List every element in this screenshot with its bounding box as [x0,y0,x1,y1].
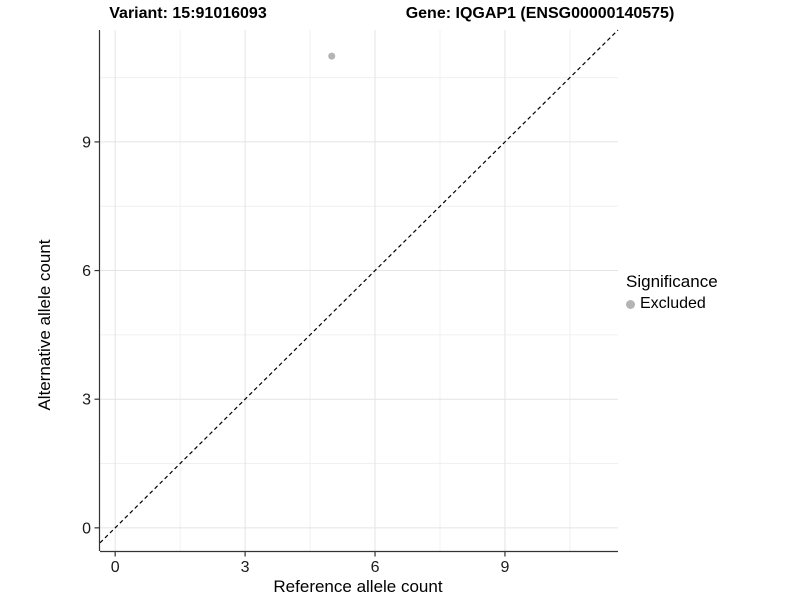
legend-entry-label: Excluded [640,295,706,312]
legend-key-dot-icon [626,299,635,309]
x-tick-label: 0 [111,559,120,576]
legend-entry: Excluded [626,295,718,313]
variant-title: Variant: 15:91016093 [109,5,267,22]
x-axis-title: Reference allele count [273,577,443,596]
y-tick-label: 0 [82,520,91,537]
y-tick-label: 6 [82,263,91,280]
x-tick-label: 3 [241,559,250,576]
legend-title: Significance [626,272,718,291]
y-tick-label: 9 [82,134,91,151]
legend-entries: Excluded [626,295,718,313]
y-axis-title: Alternative allele count [35,239,54,411]
x-tick-label: 6 [371,559,380,576]
gene-title: Gene: IQGAP1 (ENSG00000140575) [405,5,675,22]
y-tick-label: 3 [82,392,91,409]
x-tick-label: 9 [501,559,510,576]
legend: Significance Excluded [626,272,718,313]
data-point [328,52,336,60]
identity-reference-line [99,29,619,544]
